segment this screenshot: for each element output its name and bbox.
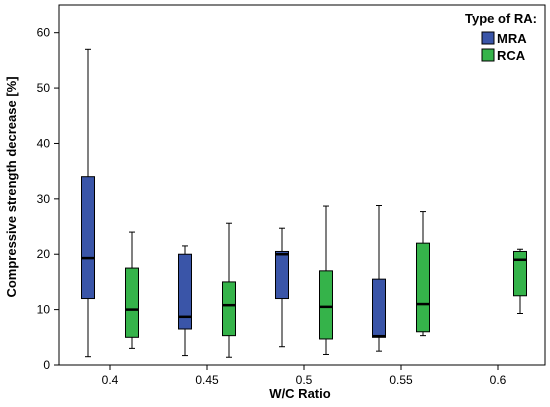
- y-tick-label: 0: [43, 358, 50, 372]
- x-tick-label: 0.45: [195, 373, 219, 387]
- box-body: [513, 250, 527, 297]
- box-series: [81, 48, 527, 358]
- x-axis: 0.4 0.45 0.5 0.55 0.6: [102, 365, 507, 387]
- box-mra-0.5: [275, 227, 289, 348]
- box-body: [319, 270, 333, 340]
- box-rca-0.45: [222, 222, 236, 358]
- plot-frame: [58, 4, 546, 366]
- box-mra-0.45: [178, 245, 192, 357]
- box-mra-0.55: [372, 204, 386, 352]
- y-tick-label: 40: [37, 136, 51, 150]
- x-axis-title: W/C Ratio: [269, 386, 330, 401]
- y-tick-label: 20: [37, 247, 51, 261]
- box-body: [416, 242, 430, 333]
- y-tick-label: 50: [37, 81, 51, 95]
- x-tick-label: 0.55: [389, 373, 413, 387]
- box-rca-0.4: [125, 231, 139, 349]
- legend-swatch-rca: [481, 48, 495, 62]
- box-rca-0.6: [513, 248, 527, 314]
- box-body: [372, 278, 386, 338]
- box-rca-0.55: [416, 211, 430, 337]
- box-body: [222, 281, 236, 337]
- x-tick-label: 0.4: [102, 373, 119, 387]
- box-body: [81, 176, 95, 300]
- x-tick-label: 0.6: [490, 373, 507, 387]
- box-mra-0.4: [81, 48, 95, 358]
- legend: Type of RA: MRA RCA: [465, 11, 537, 63]
- y-tick-label: 60: [37, 26, 51, 40]
- y-axis-title: Compressive strength decrease [%]: [4, 76, 19, 297]
- legend-title: Type of RA:: [465, 11, 537, 26]
- y-axis: 0 10 20 30 40 50 60: [37, 26, 59, 372]
- x-tick-label: 0.5: [296, 373, 313, 387]
- box-rca-0.5: [319, 205, 333, 355]
- y-tick-label: 30: [37, 192, 51, 206]
- box-body: [178, 253, 192, 330]
- legend-label-rca: RCA: [497, 48, 526, 63]
- box-body: [125, 267, 139, 338]
- box-body: [275, 250, 289, 300]
- legend-swatch-mra: [481, 31, 495, 45]
- legend-label-mra: MRA: [497, 31, 527, 46]
- y-tick-label: 10: [37, 303, 51, 317]
